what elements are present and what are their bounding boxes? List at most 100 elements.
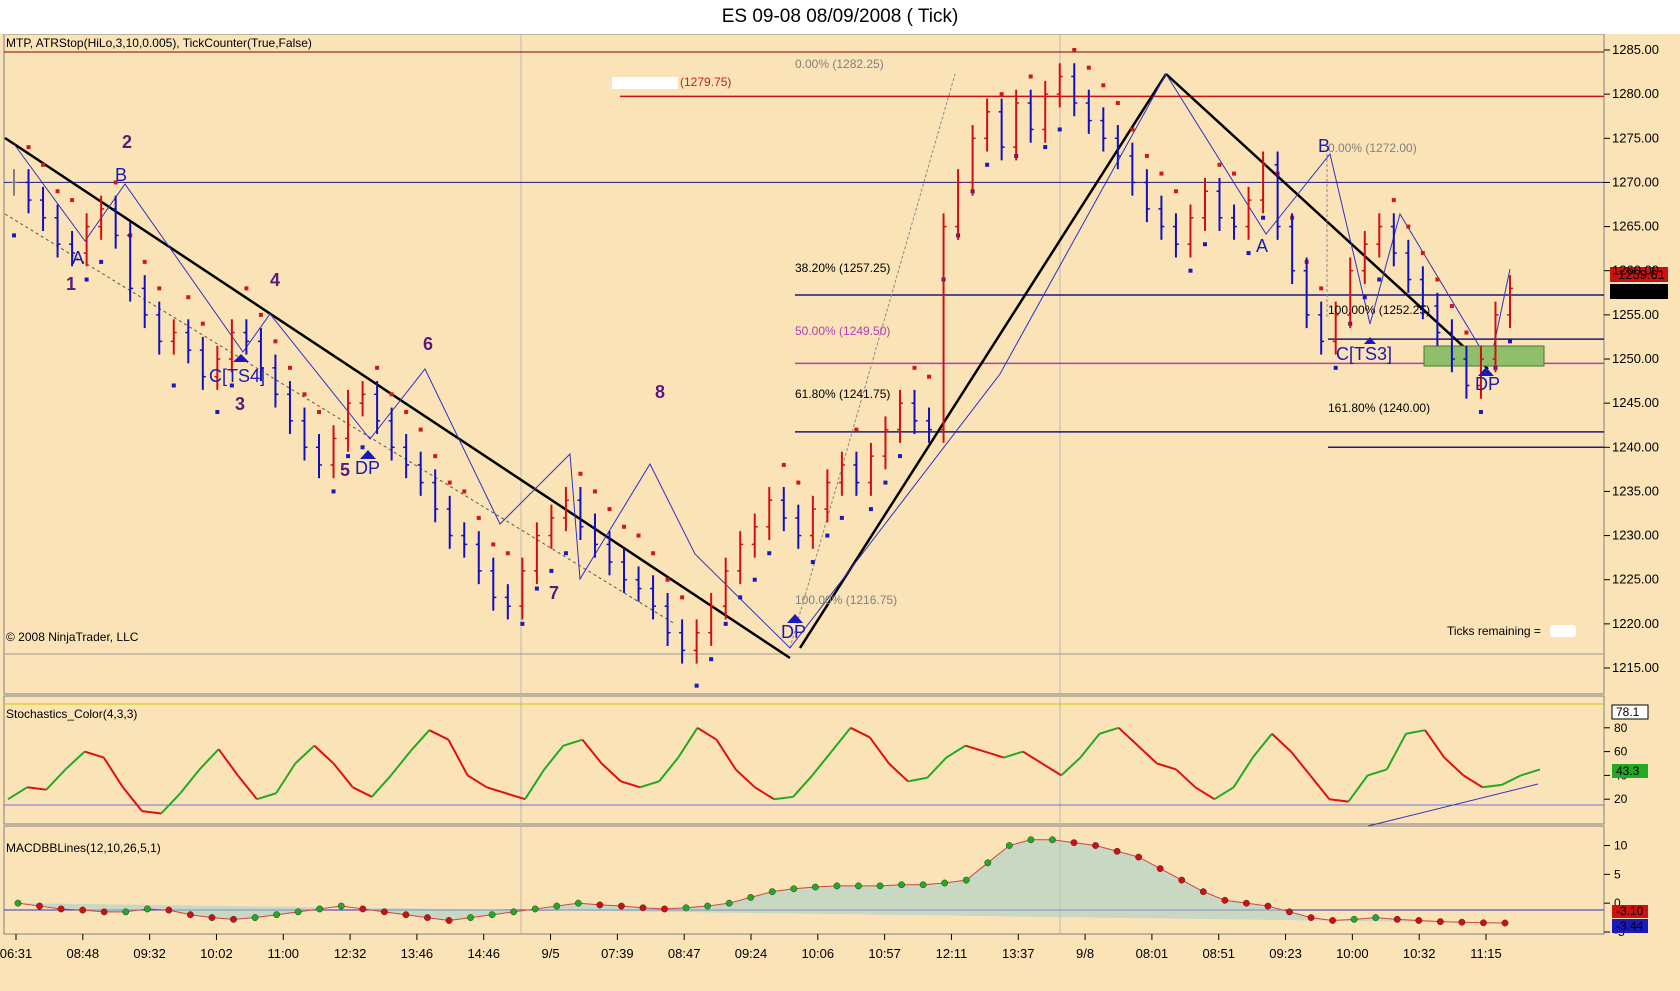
time-axis-label: 10:32: [1403, 946, 1436, 961]
atr-stop-dot: [1420, 251, 1425, 256]
pattern-dp-1: DP: [355, 458, 380, 478]
price-axis-label: 1280.00: [1612, 86, 1659, 101]
price-bars: [11, 63, 1513, 664]
atr-stop-dot: [1057, 127, 1062, 132]
macd-dot: [1070, 839, 1078, 847]
atr-stop-dot: [1319, 286, 1324, 291]
stoch-segment: [1347, 774, 1369, 803]
stoch-tag-top-text: 78.1: [1616, 705, 1640, 719]
stoch-panel: [3, 695, 1605, 825]
stoch-tag-value-text: 43.3: [1616, 764, 1640, 778]
price-axis-label: 1235.00: [1612, 483, 1659, 498]
fib-label-382: 38.20% (1257.25): [795, 261, 890, 275]
atr-stop-dot: [70, 198, 75, 203]
atr-stop-dot: [636, 533, 641, 538]
macd-dot: [1027, 836, 1035, 844]
atr-stop-dot: [839, 515, 844, 520]
price-axis-label: 1230.00: [1612, 528, 1659, 543]
atr-stop-dot: [1362, 295, 1367, 300]
fib2-label-100: 100.00% (1252.25): [1328, 303, 1430, 317]
price-axis: 1215.00 1220.00 1225.00 1230.00 1235.00 1240.…: [1604, 42, 1659, 675]
atr-stop-dot: [462, 489, 467, 494]
copyright: © 2008 NinjaTrader, LLC: [6, 630, 139, 644]
stoch-segment: [715, 739, 737, 770]
macd-dot: [531, 905, 539, 913]
stoch-segment: [926, 756, 948, 779]
macd-dot: [57, 905, 65, 913]
macd-dot: [467, 914, 474, 921]
stoch-segment: [850, 726, 871, 739]
macd-band: [17, 839, 1506, 924]
macd-dot: [273, 911, 281, 919]
macd-dot: [359, 905, 367, 913]
stoch-segment: [7, 786, 28, 801]
macd-dot: [962, 876, 970, 884]
fib2-label-0: 0.00% (1272.00): [1328, 141, 1417, 155]
atr-stop-dot: [520, 621, 525, 626]
stoch-segment: [1271, 733, 1292, 753]
macd-dot: [1135, 853, 1143, 861]
macd-dot: [1307, 914, 1315, 921]
macd-dot: [790, 885, 798, 893]
atr-stop-dot: [1377, 277, 1382, 282]
macd-axis-label: 10: [1614, 839, 1628, 853]
stoch-axis-label: 20: [1614, 792, 1628, 806]
time-axis-label: 09:32: [133, 946, 166, 961]
fib-label-0: 0.00% (1282.25): [795, 57, 884, 71]
time-axis-label: 08:01: [1136, 946, 1169, 961]
wave-3: 3: [235, 394, 245, 414]
stoch-segment: [160, 792, 182, 815]
stoch-segment: [1156, 762, 1177, 771]
stoch-segment: [984, 750, 1005, 759]
atr-stop-dot: [1101, 83, 1106, 88]
macd-dot: [941, 879, 949, 887]
stoch-segment: [122, 786, 143, 812]
atr-stop-dot: [985, 162, 990, 167]
trend-line-down: [4, 136, 791, 660]
macd-dot: [984, 859, 992, 867]
stoch-segment: [217, 748, 239, 776]
stoch-segment: [294, 744, 316, 765]
stoch-segment: [1041, 762, 1062, 777]
macd-dot: [855, 882, 862, 890]
atr-stop-dot: [1246, 251, 1251, 256]
dp-triangle: [1478, 367, 1494, 376]
macd-tag-a-text: -3.10: [1616, 904, 1644, 918]
stoch-segment: [84, 750, 105, 759]
macd-dot: [14, 899, 22, 907]
pattern-b-2: B: [1318, 136, 1330, 156]
atr-stop-dot: [723, 621, 728, 626]
stoch-segment: [1003, 750, 1024, 759]
stoch-axis-label: 60: [1614, 745, 1628, 759]
stoch-segment: [1175, 768, 1196, 789]
atr-stop-dot: [287, 365, 292, 370]
macd-dot: [833, 882, 841, 890]
price-axis-label: 1270.00: [1612, 174, 1659, 189]
macd-dot: [1092, 842, 1099, 849]
atr-stop-dot: [375, 365, 380, 370]
stoch-segment: [179, 768, 201, 794]
atr-stop-dot: [113, 180, 118, 185]
stoch-segment: [563, 738, 583, 747]
macd-dot: [1199, 888, 1207, 896]
stoch-segment: [868, 736, 890, 765]
stoch-segment: [581, 739, 603, 765]
stoch-label: Stochastics_Color(4,3,3): [6, 707, 137, 721]
atr-stop-dot: [1188, 268, 1193, 273]
macd-dot: [36, 902, 43, 910]
atr-stop-dot: [767, 551, 772, 556]
macd-dot: [1350, 915, 1358, 923]
macd-dot: [100, 908, 108, 916]
stoch-segment: [754, 786, 775, 801]
stoch-segment: [1443, 756, 1465, 777]
macd-dot: [1286, 908, 1293, 916]
chart-canvas[interactable]: 0.00% (1282.25) 38.20% (1257.25) 50.00% …: [0, 34, 1680, 991]
macd-tag-value-text: -3.44: [1616, 919, 1644, 933]
time-axis: 06:31 08:48 09:32 10:02 11:00 12:32 13:46 14:46…: [0, 934, 1502, 961]
stoch-segment: [1118, 727, 1139, 747]
stoch-segment: [1290, 750, 1311, 777]
time-axis-label: 12:11: [936, 946, 968, 961]
stoch-axis-label: 80: [1614, 721, 1628, 735]
stoch-segment: [1251, 733, 1273, 759]
atr-stop-dot: [273, 339, 278, 344]
